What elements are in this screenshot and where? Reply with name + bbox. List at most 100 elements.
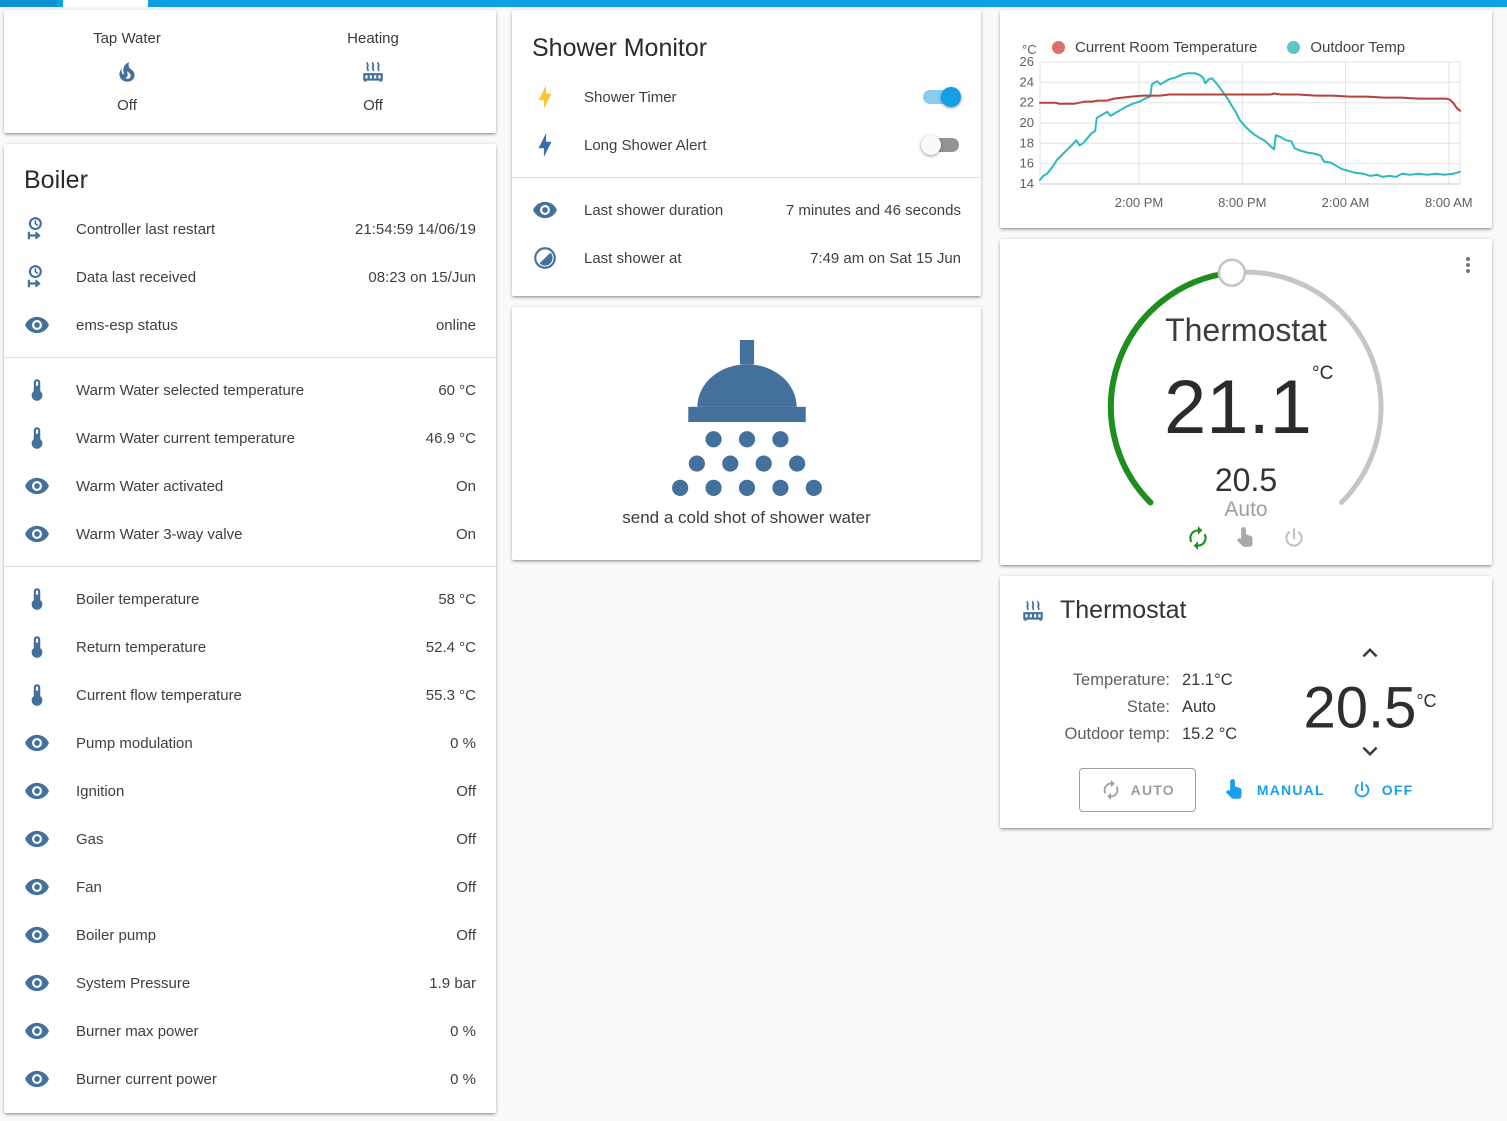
entity-label: Warm Water selected temperature xyxy=(76,381,305,399)
shower-head-icon xyxy=(671,339,822,496)
entity-row[interactable]: Controller last restart 21:54:59 14/06/1… xyxy=(4,205,496,253)
thermometer-icon xyxy=(24,586,50,612)
info-label: Temperature: xyxy=(1072,671,1170,689)
radiator-icon xyxy=(360,59,386,85)
button-label: AUTO xyxy=(1130,782,1175,798)
entity-row[interactable]: Ignition Off xyxy=(4,767,496,815)
card-header: Thermostat xyxy=(1000,576,1492,625)
thermometer-icon xyxy=(24,377,50,403)
manual-button[interactable]: MANUAL xyxy=(1222,777,1325,803)
svg-text:8:00 AM: 8:00 AM xyxy=(1425,195,1473,210)
entity-label: Burner current power xyxy=(76,1070,217,1088)
button-label: MANUAL xyxy=(1256,782,1325,798)
glance-item-heating[interactable]: Heating Off xyxy=(250,10,496,133)
legend-label: Outdoor Temp xyxy=(1310,39,1406,56)
eye-icon xyxy=(24,970,50,996)
manual-mode-icon[interactable] xyxy=(1233,525,1259,551)
shower-cold-shot-button[interactable]: send a cold shot of shower water xyxy=(512,307,981,560)
entity-row[interactable]: Fan Off xyxy=(4,863,496,911)
dial-mode-state: Auto xyxy=(1224,498,1267,521)
boiler-card: Boiler Controller last restart 21:54:59 … xyxy=(4,144,496,1113)
entity-label: Warm Water 3-way valve xyxy=(76,525,243,543)
entity-value: Off xyxy=(456,878,476,896)
thermostat-card: Thermostat Temperature: 21.1°C State: Au… xyxy=(1000,576,1492,828)
thermometer-icon xyxy=(24,634,50,660)
dial-current-temperature: 21.1 xyxy=(1164,365,1312,450)
dial-progress xyxy=(1107,269,1235,506)
entity-row[interactable]: Burner max power 0 % xyxy=(4,1007,496,1055)
entity-row[interactable]: System Pressure 1.9 bar xyxy=(4,959,496,1007)
entity-value: 52.4 °C xyxy=(425,638,476,656)
svg-text:20: 20 xyxy=(1020,115,1034,130)
entity-row[interactable]: Data last received 08:23 on 15/Jun xyxy=(4,253,496,301)
entity-value: Off xyxy=(456,830,476,848)
off-mode-icon[interactable] xyxy=(1281,525,1307,551)
entity-row[interactable]: Burner current power 0 % xyxy=(4,1055,496,1103)
toggle-label: Shower Timer xyxy=(584,88,677,106)
eye-icon xyxy=(24,778,50,804)
clock-start-icon xyxy=(24,216,50,242)
entity-row[interactable]: Return temperature 52.4 °C xyxy=(4,623,496,671)
decrease-setpoint-icon[interactable] xyxy=(1353,736,1387,766)
thermostat-info: Temperature: 21.1°C State: Auto Outdoor … xyxy=(1020,671,1238,744)
toggle-row-long-shower-alert[interactable]: Long Shower Alert xyxy=(512,121,981,169)
entity-label: Return temperature xyxy=(76,638,207,656)
glance-state: Off xyxy=(117,96,137,114)
entity-value: 1.9 bar xyxy=(429,974,476,992)
entity-row[interactable]: Warm Water current temperature 46.9 °C xyxy=(4,414,496,462)
entity-row[interactable]: ems-esp status online xyxy=(4,301,496,349)
long-shower-alert-toggle[interactable] xyxy=(921,135,961,155)
dial-title: Thermostat xyxy=(1165,312,1327,348)
legend-label: Current Room Temperature xyxy=(1075,39,1258,56)
tab-bar[interactable] xyxy=(0,0,1507,7)
off-button[interactable]: OFF xyxy=(1351,779,1414,801)
entity-value: 60 °C xyxy=(438,381,476,399)
svg-text:18: 18 xyxy=(1020,135,1034,150)
entity-label: Last shower at xyxy=(584,249,682,267)
eye-icon xyxy=(24,1018,50,1044)
x-axis-ticks: 2:00 PM 8:00 PM 2:00 AM 8:00 AM xyxy=(1115,195,1473,210)
action-label: send a cold shot of shower water xyxy=(622,507,871,527)
eye-icon xyxy=(24,1066,50,1092)
entity-row[interactable]: Warm Water selected temperature 60 °C xyxy=(4,366,496,414)
svg-text:14: 14 xyxy=(1020,176,1034,191)
chart-legend: Current Room Temperature Outdoor Temp xyxy=(1052,39,1405,56)
glance-item-tap-water[interactable]: Tap Water Off xyxy=(4,10,250,133)
entity-value: 58 °C xyxy=(438,590,476,608)
dial-handle[interactable] xyxy=(1217,258,1247,287)
dial-setpoint: 20.5 xyxy=(1215,462,1277,498)
auto-button[interactable]: AUTO xyxy=(1078,768,1196,812)
hand-icon xyxy=(1222,777,1248,803)
autorenew-icon xyxy=(1100,779,1122,801)
entity-row[interactable]: Pump modulation 0 % xyxy=(4,719,496,767)
entity-row[interactable]: Last shower at 7:49 am on Sat 15 Jun xyxy=(512,234,981,282)
entity-row[interactable]: Boiler temperature 58 °C xyxy=(4,575,496,623)
entity-row[interactable]: Current flow temperature 55.3 °C xyxy=(4,671,496,719)
divider xyxy=(4,566,496,567)
toggle-knob xyxy=(941,87,961,107)
entity-label: ems-esp status xyxy=(76,316,178,334)
svg-text:24: 24 xyxy=(1020,74,1034,89)
info-value: 15.2 °C xyxy=(1182,725,1238,743)
more-options-icon[interactable] xyxy=(1456,253,1480,277)
card-title: Thermostat xyxy=(1060,596,1187,624)
legend-item: Current Room Temperature xyxy=(1052,39,1257,56)
eye-icon xyxy=(24,521,50,547)
y-axis-unit: °C xyxy=(1022,42,1037,57)
entity-label: Warm Water current temperature xyxy=(76,429,295,447)
entity-row[interactable]: Gas Off xyxy=(4,815,496,863)
radiator-icon xyxy=(1020,598,1046,624)
entity-row[interactable]: Warm Water 3-way valve On xyxy=(4,510,496,558)
entity-row[interactable]: Last shower duration 7 minutes and 46 se… xyxy=(512,186,981,234)
entity-value: 0 % xyxy=(450,1022,476,1040)
auto-mode-icon[interactable] xyxy=(1185,525,1211,551)
entity-label: Controller last restart xyxy=(76,220,216,238)
increase-setpoint-icon[interactable] xyxy=(1353,638,1387,668)
thermometer-icon xyxy=(24,682,50,708)
entity-row[interactable]: Boiler pump Off xyxy=(4,911,496,959)
svg-text:8:00 PM: 8:00 PM xyxy=(1218,195,1266,210)
toggle-row-shower-timer[interactable]: Shower Timer xyxy=(512,73,981,121)
entity-value: On xyxy=(455,525,476,543)
shower-timer-toggle[interactable] xyxy=(921,87,961,107)
entity-row[interactable]: Warm Water activated On xyxy=(4,462,496,510)
